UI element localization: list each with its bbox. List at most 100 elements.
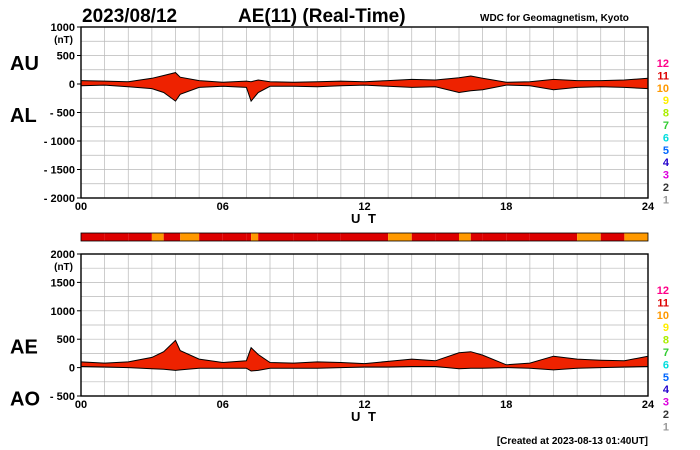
legend-level-10: 10 [657,310,669,322]
series-line-al [80,84,649,103]
legend-level-12: 12 [657,58,669,70]
y-tick-label: 2000 [51,249,75,261]
lower-area-fill [81,340,648,371]
status-segment [340,233,365,241]
status-segment [199,233,223,241]
status-segment [251,233,259,241]
legend-level-12: 12 [657,285,669,297]
y-tick-label: - 1500 [44,165,75,177]
y-tick-label: - 1000 [44,136,75,148]
status-segment [506,233,530,241]
x-axis-label: U T [351,409,378,424]
legend-level-8: 8 [663,108,669,120]
legend-level-8: 8 [663,335,669,347]
status-segment [600,233,625,241]
legend-level-11: 11 [657,70,669,82]
status-segment [577,233,601,241]
status-segment [553,233,578,241]
legend-level-4: 4 [663,384,670,396]
legend-level-10: 10 [657,83,669,95]
x-tick-label: 06 [217,201,229,213]
x-tick-label: 00 [75,201,87,213]
y-tick-label: - 500 [50,391,75,403]
status-segment [435,233,459,241]
legend-level-2: 2 [663,409,669,421]
legend-level-5: 5 [663,372,669,384]
status-segment [128,233,152,241]
status-segment [104,233,129,241]
chart-source: WDC for Geomagnetism, Kyoto [480,13,629,24]
lower-plot-frame [80,253,649,397]
series-label-ao: AO [10,389,40,411]
status-segment [246,233,252,241]
legend-level-7: 7 [663,347,669,359]
status-segment [529,233,554,241]
y-tick-label: 0 [69,363,75,375]
legend-level-3: 3 [663,170,669,182]
series-label-ae: AE [10,337,38,359]
legend-level-9: 9 [663,95,669,107]
x-axis-label: U T [351,211,378,226]
status-bar-frame [80,232,649,242]
x-tick-label: 24 [642,399,655,411]
status-segment [180,233,200,241]
legend-level-1: 1 [663,194,669,206]
upper-panel: 1000 500 0 - 500 - 1000 - 1500 - 2000 (nT) 00 06 1… [10,22,670,226]
legend-level-6: 6 [663,359,669,371]
series-line-ao [80,366,649,372]
y-tick-label: 500 [57,51,75,63]
legend-level-11: 11 [657,297,669,309]
series-label-al: AL [10,105,37,127]
x-tick-label: 18 [500,399,512,411]
status-segment [624,233,648,241]
status-segment [482,233,507,241]
legend-level-7: 7 [663,120,669,132]
x-tick-label: 12 [358,399,370,411]
series-line-au [80,72,649,83]
y-unit-label: (nT) [54,262,73,273]
y-tick-label: 0 [69,79,75,91]
x-tick-label: 12 [358,201,370,213]
legend-level-2: 2 [663,182,669,194]
chart-title: AE(11) (Real-Time) [238,6,406,27]
y-tick-label: - 500 [50,108,75,120]
legend-level-1: 1 [663,421,669,433]
legend-level-3: 3 [663,397,669,409]
status-segment [364,233,389,241]
status-segment [459,233,471,241]
upper-area-fill [81,72,648,102]
legend-level-6: 6 [663,132,669,144]
status-segment [293,233,318,241]
status-segment [270,233,294,241]
series-label-au: AU [10,53,39,75]
legend-level-9: 9 [663,322,669,334]
status-segment [175,233,181,241]
y-tick-label: 1500 [51,277,75,289]
status-segment [222,233,247,241]
x-tick-label: 18 [500,201,512,213]
y-tick-label: 1000 [51,22,75,34]
status-segment [163,233,176,241]
y-tick-label: - 2000 [44,193,75,205]
x-tick-label: 24 [642,201,655,213]
station-status-bar [80,232,649,242]
x-tick-label: 06 [217,399,229,411]
chart-date: 2023/08/12 [82,6,177,27]
x-tick-label: 00 [75,399,87,411]
status-segment [470,233,483,241]
y-unit-label: (nT) [54,35,73,46]
legend-level-5: 5 [663,145,669,157]
status-segment [411,233,436,241]
created-timestamp: [Created at 2023-08-13 01:40UT] [497,436,648,447]
series-line-ae [80,339,649,366]
status-segment [258,233,270,241]
status-segment [388,233,412,241]
status-segment [81,233,105,241]
legend-level-4: 4 [663,157,670,169]
status-segment [151,233,164,241]
status-segment [317,233,341,241]
y-tick-label: 1000 [51,306,75,318]
y-tick-label: 500 [57,334,75,346]
